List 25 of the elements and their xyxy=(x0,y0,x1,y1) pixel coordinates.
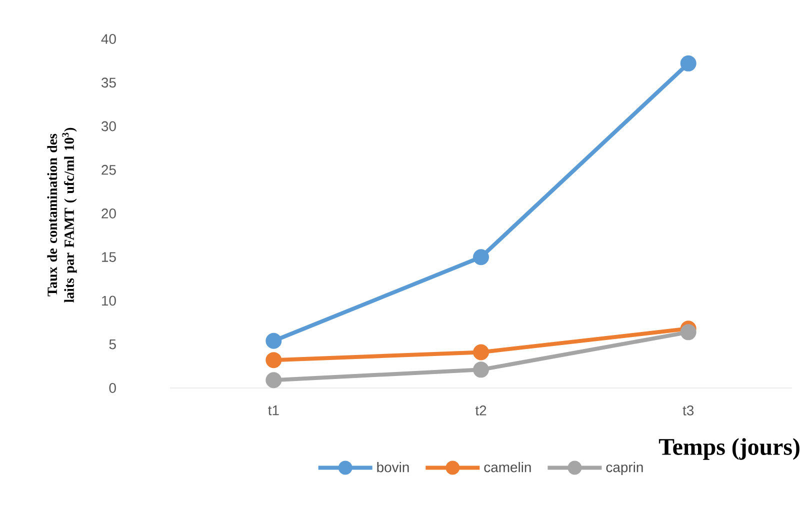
y-tick-label: 30 xyxy=(101,121,116,132)
point xyxy=(266,352,282,368)
y-tick-label: 20 xyxy=(102,208,116,218)
x-tick-label: t2 xyxy=(475,406,486,416)
point xyxy=(473,249,490,266)
y-tick-label: 10 xyxy=(102,296,116,306)
y-tick-label: 25 xyxy=(102,164,116,175)
legend-label: camelin xyxy=(484,462,531,472)
y-tick-label: 40 xyxy=(101,34,116,44)
point xyxy=(266,372,282,388)
x-tick-label: t1 xyxy=(268,406,279,416)
point xyxy=(680,55,696,72)
y-tick-label: 35 xyxy=(101,78,116,88)
point xyxy=(680,324,696,340)
x-tick-label: t3 xyxy=(682,406,694,416)
y-tick-label: 15 xyxy=(102,252,116,262)
legend-label: bovin xyxy=(377,462,409,472)
y-axis-title: Taux de contamination des laits par FAMT ( ufc/ml 10$^{3}$) xyxy=(47,128,77,303)
point xyxy=(473,344,490,360)
y-tick-label: 0 xyxy=(109,383,116,393)
legend-label: caprin xyxy=(606,462,643,475)
point xyxy=(266,332,282,349)
y-tick-label: 5 xyxy=(109,340,116,350)
point xyxy=(473,362,490,378)
x-axis-title: Temps (jours) xyxy=(658,438,800,460)
